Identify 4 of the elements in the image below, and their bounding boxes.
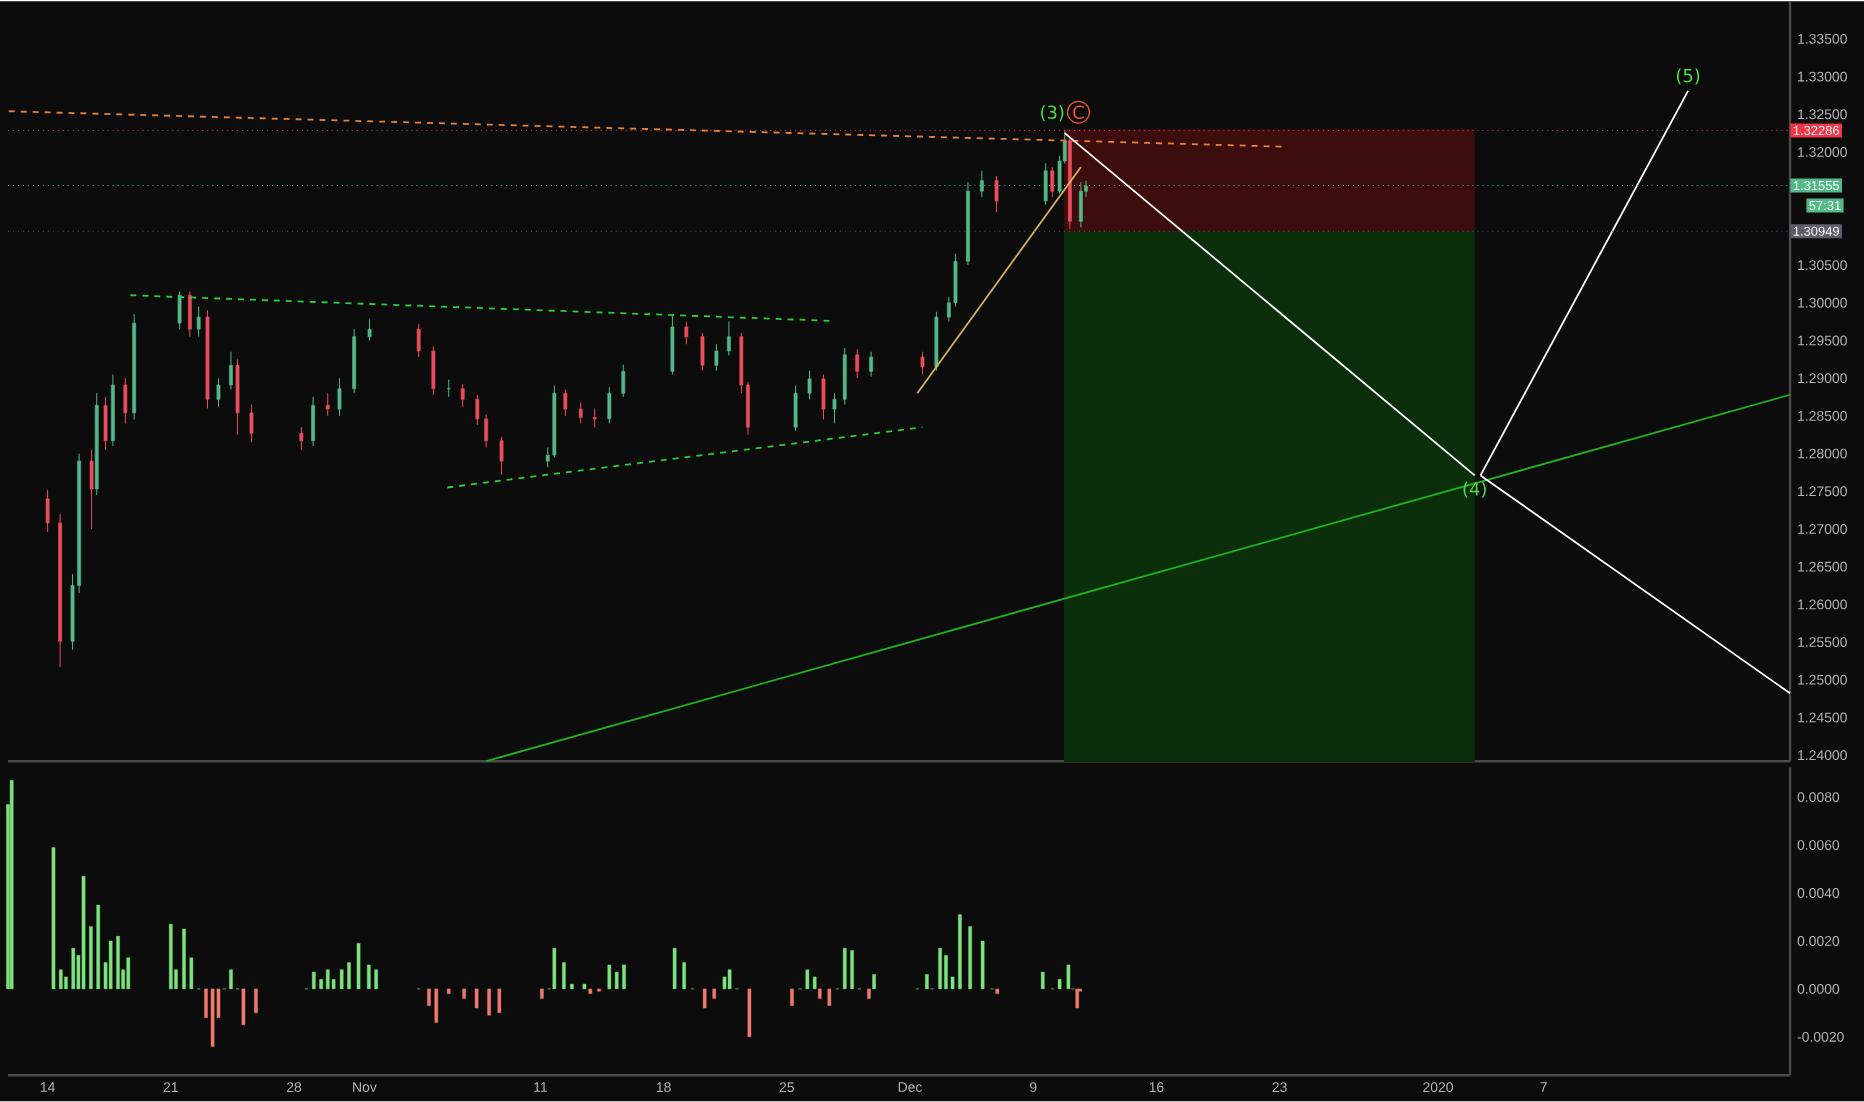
annotation: C <box>1073 105 1084 120</box>
annotation: (4) <box>1463 482 1486 499</box>
annotation: (5) <box>1676 68 1700 85</box>
annotation: (3) <box>1041 105 1064 122</box>
